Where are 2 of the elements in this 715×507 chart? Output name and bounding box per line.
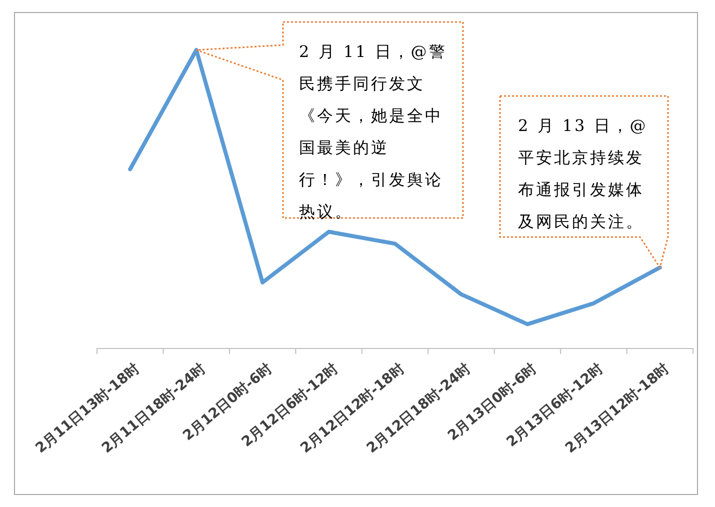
annotation: 2 月 13 日，@平安北京持续发布通报引发媒体及网民的关注。 <box>518 115 649 233</box>
annotation: 2 月 11 日，@警民携手同行发文《今天，她是全中国最美的逆行！》，引发舆论热议。 <box>299 41 448 223</box>
